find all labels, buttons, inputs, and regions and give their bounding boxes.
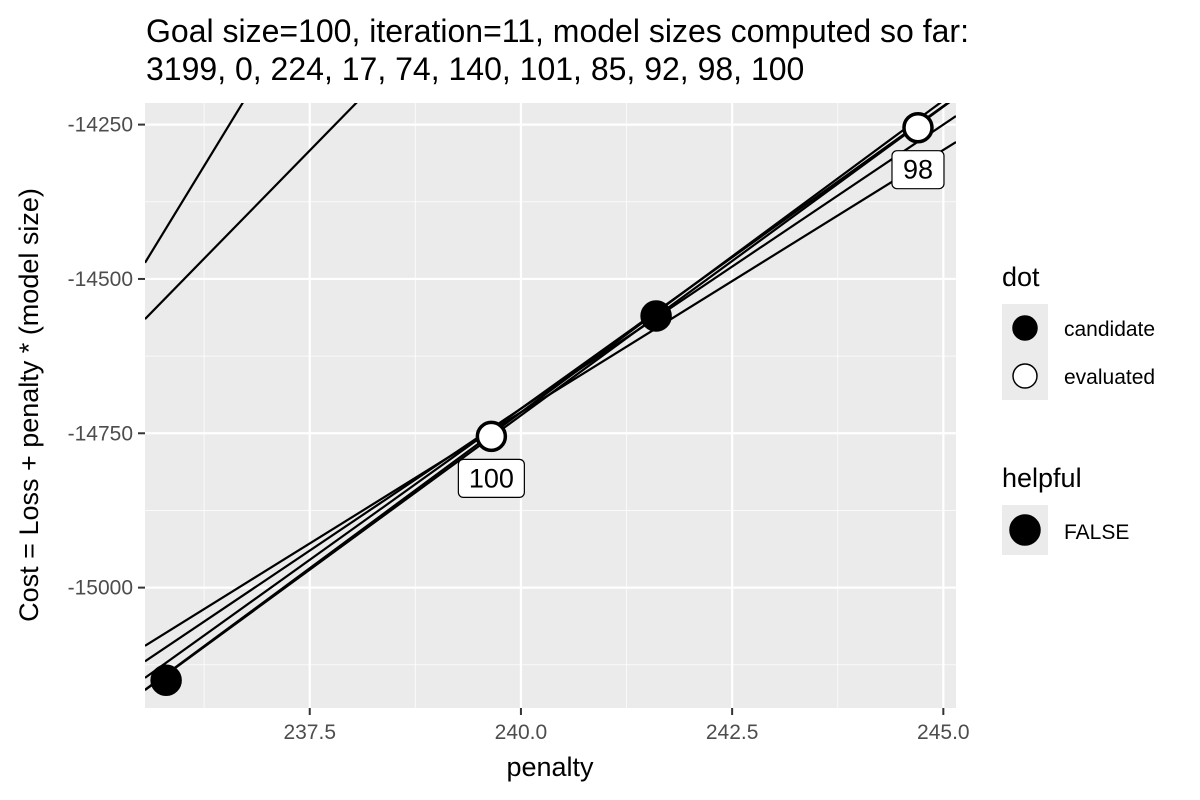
x-axis-title: penalty bbox=[506, 752, 594, 782]
point-evaluated-1 bbox=[475, 420, 508, 453]
point-label-3: 98 bbox=[903, 155, 933, 185]
chart-title-line-2: 3199, 0, 224, 17, 74, 140, 101, 85, 92, … bbox=[146, 51, 804, 87]
point-labels: 100 98 bbox=[457, 150, 945, 498]
cost-line-size-85 bbox=[145, 141, 956, 647]
cost-line-size-92 bbox=[145, 115, 956, 663]
cost-lines bbox=[145, 103, 956, 691]
y-axis: -14250 -14500 -14750 -15000 bbox=[68, 114, 145, 600]
chart-title-line-1: Goal size=100, iteration=11, model sizes… bbox=[146, 13, 969, 49]
legend-label-candidate: candidate bbox=[1064, 318, 1155, 341]
x-tick-label-1: 240.0 bbox=[495, 721, 548, 744]
y-axis-title: Cost = Loss + penalty * (model size) bbox=[14, 188, 44, 622]
point-candidate-0 bbox=[150, 664, 182, 696]
legend-label-evaluated: evaluated bbox=[1064, 366, 1155, 389]
point-label-box-1 bbox=[457, 458, 525, 498]
point-candidate-2 bbox=[640, 300, 672, 332]
y-tick-label-0: -14250 bbox=[68, 114, 133, 137]
x-tick-label-0: 237.5 bbox=[283, 721, 336, 744]
legend-label-false: FALSE bbox=[1064, 521, 1129, 544]
legend-key-evaluated bbox=[1012, 363, 1038, 389]
point-evaluated-3 bbox=[902, 111, 934, 144]
y-tick-label-2: -14750 bbox=[68, 422, 133, 445]
legend-key-candidate bbox=[1012, 315, 1038, 341]
legend-title-helpful: helpful bbox=[1002, 463, 1082, 493]
legend-key-false bbox=[1009, 514, 1041, 546]
grid-major bbox=[145, 103, 956, 708]
x-tick-label-2: 242.5 bbox=[706, 721, 759, 744]
cost-points bbox=[150, 111, 934, 696]
x-axis: 237.5 240.0 242.5 245.0 bbox=[283, 708, 970, 744]
y-tick-label-1: -14500 bbox=[68, 268, 133, 291]
grid-minor bbox=[145, 103, 956, 708]
y-tick-label-3: -15000 bbox=[68, 577, 133, 600]
point-label-1: 100 bbox=[469, 463, 514, 493]
x-tick-label-3: 245.0 bbox=[917, 721, 970, 744]
legend-title-dot: dot bbox=[1002, 262, 1040, 292]
cost-line-size-140 bbox=[145, 103, 358, 320]
plot-panel bbox=[145, 103, 956, 708]
point-label-box-3 bbox=[891, 150, 945, 190]
legend: dot candidate evaluated helpful FALSE bbox=[1002, 262, 1155, 555]
